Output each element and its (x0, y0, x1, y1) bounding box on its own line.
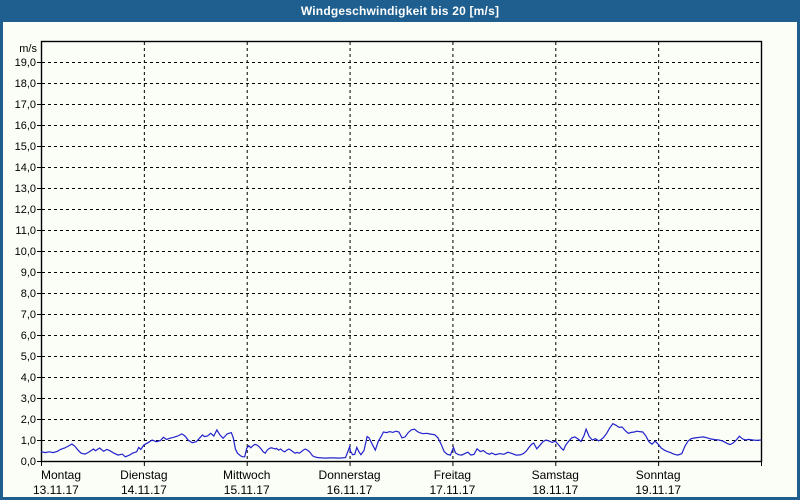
svg-text:7,0: 7,0 (21, 309, 36, 321)
day-name-label: Donnerstag (319, 468, 381, 482)
y-axis: 0,0 1,0 2,0 3,0 4,0 5,0 6,0 7,0 8,0 9,0 10,0 11,0 12… (15, 43, 41, 468)
svg-text:4,0: 4,0 (21, 372, 36, 384)
day-date-label: 15.11.17 (224, 483, 270, 497)
svg-text:15,0: 15,0 (15, 141, 36, 153)
svg-text:17,0: 17,0 (15, 99, 36, 111)
svg-text:2,0: 2,0 (21, 414, 36, 426)
day-date-label: 13.11.17 (33, 483, 79, 497)
y-axis-unit-label: m/s (19, 43, 37, 55)
svg-text:10,0: 10,0 (15, 246, 36, 258)
svg-text:16,0: 16,0 (15, 120, 36, 132)
svg-text:3,0: 3,0 (21, 393, 36, 405)
wind-speed-line (40, 422, 762, 459)
day-name-label: Mittwoch (223, 468, 270, 482)
svg-text:12,0: 12,0 (15, 204, 36, 216)
day-date-label: 14.11.17 (121, 483, 167, 497)
svg-text:1,0: 1,0 (21, 435, 36, 447)
day-name-label: Dienstag (120, 468, 167, 482)
svg-text:9,0: 9,0 (21, 267, 36, 279)
day-date-label: 16.11.17 (327, 483, 373, 497)
day-date-label: 19.11.17 (635, 483, 681, 497)
vertical-gridlines (143, 42, 660, 460)
svg-text:14,0: 14,0 (15, 162, 36, 174)
day-name-label: Montag (41, 468, 81, 482)
horizontal-gridlines (42, 62, 760, 441)
chart-title: Windgeschwindigkeit bis 20 [m/s] (300, 4, 500, 18)
svg-text:11,0: 11,0 (15, 225, 36, 237)
svg-text:18,0: 18,0 (15, 78, 36, 90)
chart-title-bar: Windgeschwindigkeit bis 20 [m/s] (3, 0, 797, 22)
day-name-label: Freitag (434, 468, 471, 482)
day-date-label: 17.11.17 (430, 483, 476, 497)
plot-border (40, 40, 763, 463)
day-date-label: 18.11.17 (532, 483, 578, 497)
svg-text:0,0: 0,0 (21, 456, 36, 468)
day-name-label: Sonntag (636, 468, 681, 482)
svg-text:8,0: 8,0 (21, 288, 36, 300)
svg-text:13,0: 13,0 (15, 183, 36, 195)
svg-text:5,0: 5,0 (21, 351, 36, 363)
day-name-label: Samstag (532, 468, 579, 482)
svg-text:19,0: 19,0 (15, 57, 36, 69)
svg-text:6,0: 6,0 (21, 330, 36, 342)
